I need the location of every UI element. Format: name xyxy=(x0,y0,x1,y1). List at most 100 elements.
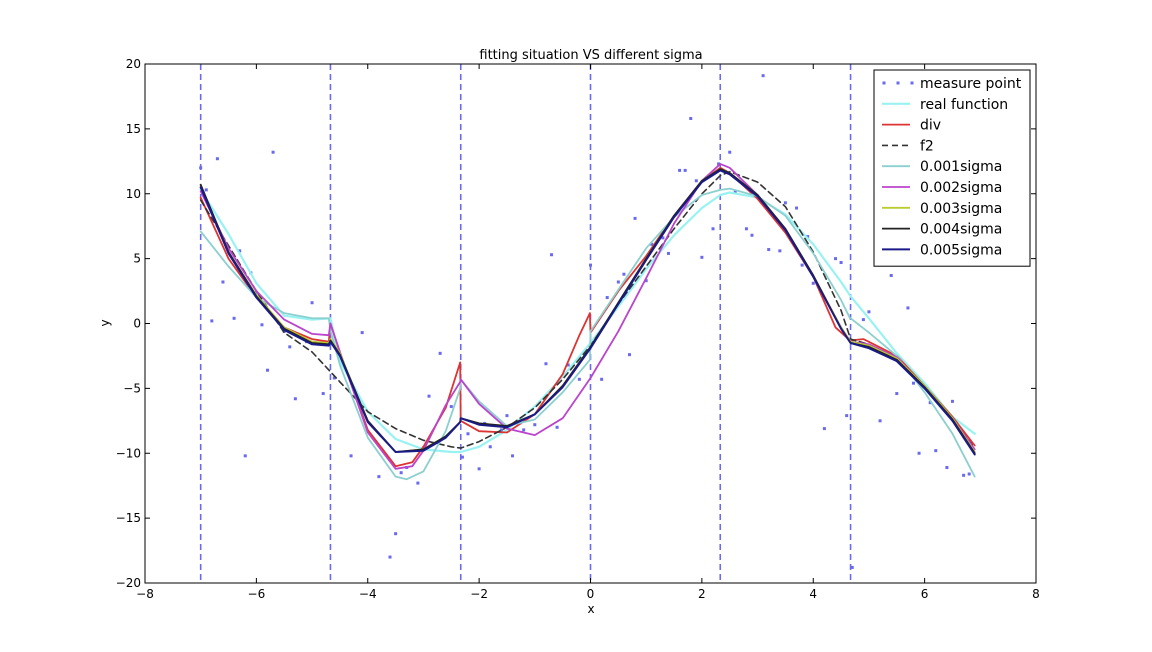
legend-item-0-004sigma: 0.004sigma xyxy=(882,222,1002,238)
legend-box xyxy=(873,69,1031,267)
data-point xyxy=(962,473,966,477)
data-point xyxy=(466,432,470,436)
data-point xyxy=(934,449,938,453)
data-point xyxy=(477,467,481,471)
x-tick-label: −4 xyxy=(359,587,377,601)
data-point xyxy=(800,263,804,267)
data-point xyxy=(967,472,971,476)
y-tick-label: −20 xyxy=(116,576,141,590)
legend-item-0-001sigma: 0.001sigma xyxy=(882,159,1002,175)
data-point xyxy=(394,532,398,536)
y-tick-label: 5 xyxy=(133,252,141,266)
data-point xyxy=(533,423,537,427)
legend: measure point real function div f2 0.001sigm… xyxy=(873,69,1031,267)
y-tick-label: 0 xyxy=(133,317,141,331)
data-point xyxy=(650,242,654,246)
data-point xyxy=(717,162,721,166)
data-point xyxy=(399,471,403,475)
data-point xyxy=(511,454,515,458)
data-point xyxy=(627,353,631,357)
legend-label: 0.005sigma xyxy=(920,242,1002,258)
data-point xyxy=(427,394,431,398)
legend-item-0-005sigma: 0.005sigma xyxy=(882,242,1002,258)
series-line-0-005sigma xyxy=(199,169,976,456)
data-point xyxy=(321,392,325,396)
data-point xyxy=(666,251,670,255)
data-point xyxy=(589,263,592,267)
data-point xyxy=(750,233,754,237)
data-point xyxy=(694,179,698,183)
y-tick-label: 20 xyxy=(126,57,141,71)
data-point xyxy=(215,157,219,161)
legend-item-0-002sigma: 0.002sigma xyxy=(882,180,1002,196)
data-point xyxy=(839,261,843,265)
x-tick-label: 4 xyxy=(809,587,817,601)
data-point xyxy=(917,451,921,455)
x-tick-label: 6 xyxy=(921,587,929,601)
data-point xyxy=(505,414,509,418)
data-point xyxy=(945,466,949,470)
data-point xyxy=(767,248,771,252)
data-point xyxy=(867,310,871,314)
data-point xyxy=(778,249,782,253)
x-tick-label: 2 xyxy=(698,587,706,601)
data-point xyxy=(488,445,492,449)
data-point xyxy=(744,227,748,231)
legend-item-f2: f2 xyxy=(882,138,934,154)
data-point xyxy=(260,323,264,327)
legend-label: measure point xyxy=(920,76,1022,92)
data-point xyxy=(795,206,799,210)
data-point xyxy=(928,401,932,405)
x-tick-label: −6 xyxy=(248,587,266,601)
plot-area xyxy=(199,64,976,583)
data-point xyxy=(566,363,570,367)
data-point xyxy=(761,74,765,78)
data-point xyxy=(861,318,865,322)
data-point xyxy=(605,296,609,300)
y-axis-label: y xyxy=(98,319,112,326)
data-point xyxy=(199,166,203,170)
data-point xyxy=(834,257,838,261)
legend-label: 0.003sigma xyxy=(920,201,1002,217)
data-point xyxy=(711,227,715,231)
y-tick-label: 10 xyxy=(126,187,141,201)
data-point xyxy=(678,168,682,172)
data-point xyxy=(332,376,336,380)
data-point xyxy=(360,331,364,335)
data-point xyxy=(850,565,854,569)
data-point xyxy=(555,425,559,429)
data-point xyxy=(416,481,420,485)
legend-label: real function xyxy=(920,97,1008,113)
data-point xyxy=(644,279,648,283)
series-line-0-003sigma xyxy=(199,168,976,453)
data-point xyxy=(499,428,503,432)
legend-item-div: div xyxy=(882,118,941,134)
legend-label: 0.002sigma xyxy=(920,180,1002,196)
data-point xyxy=(349,454,353,458)
data-point xyxy=(544,362,548,366)
y-tick-label: −15 xyxy=(116,511,141,525)
data-point xyxy=(616,280,620,284)
data-point xyxy=(622,272,626,276)
data-point xyxy=(288,345,292,349)
series-line-f2 xyxy=(199,170,976,449)
legend-label: 0.001sigma xyxy=(920,159,1002,175)
data-point xyxy=(683,168,687,172)
series-line-0-001sigma xyxy=(199,187,976,481)
data-point xyxy=(689,116,693,120)
legend-marker xyxy=(882,81,886,85)
x-tick-label: −2 xyxy=(470,587,488,601)
data-point xyxy=(845,414,849,418)
series-line-0-004sigma xyxy=(199,168,976,455)
y-tick-label: −5 xyxy=(123,381,141,395)
data-point xyxy=(221,280,225,284)
data-point xyxy=(906,306,910,310)
data-point xyxy=(271,150,275,154)
data-point xyxy=(210,319,214,323)
data-point xyxy=(243,454,247,458)
legend-label: f2 xyxy=(920,138,934,154)
series-line-div xyxy=(199,166,976,468)
data-point xyxy=(204,188,208,192)
data-point xyxy=(661,236,665,240)
